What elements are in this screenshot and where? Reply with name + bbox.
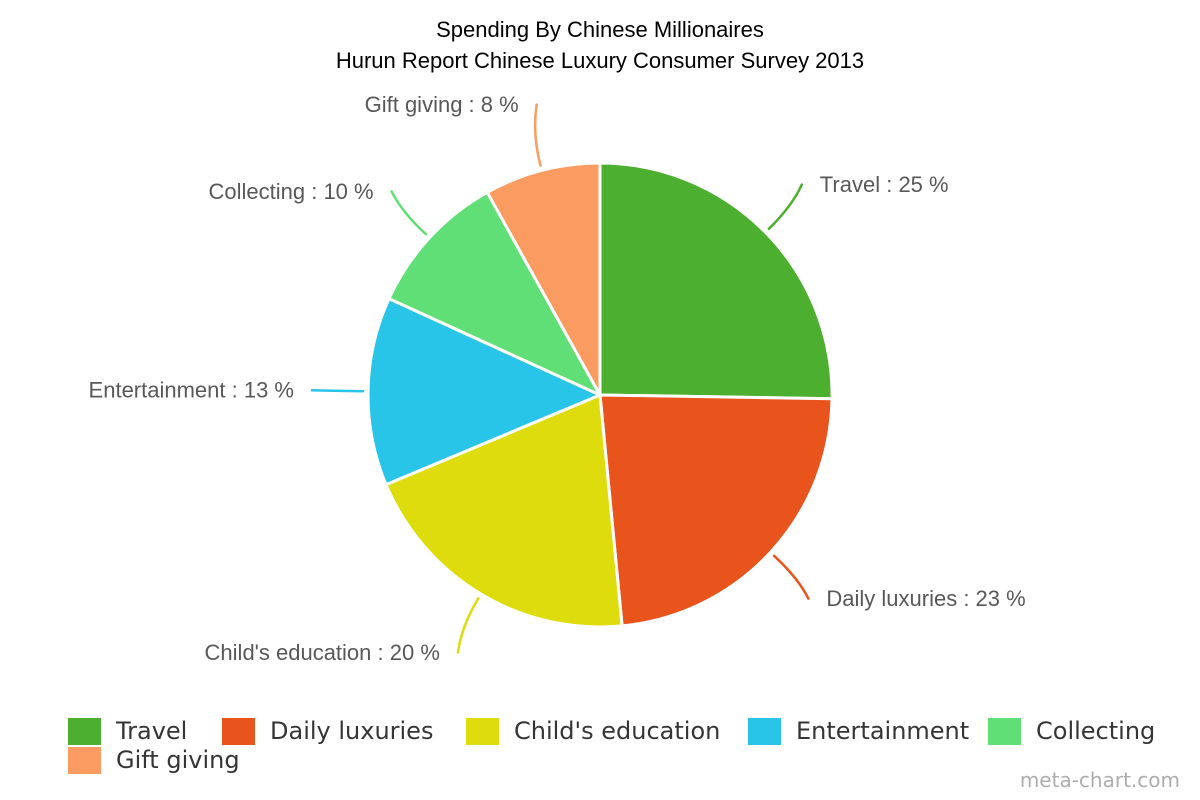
pie-slice-collecting bbox=[387, 190, 602, 397]
pie-slice-gift-giving bbox=[485, 161, 602, 397]
legend-swatch-child-s-education bbox=[466, 717, 499, 745]
leader-line-gift-giving bbox=[533, 103, 542, 167]
legend-swatch-entertainment bbox=[748, 717, 781, 745]
watermark: meta-chart.com bbox=[1019, 768, 1180, 792]
legend-swatch-gift-giving bbox=[68, 746, 101, 774]
leader-line-daily-luxuries bbox=[772, 554, 810, 600]
leader-line-collecting bbox=[390, 190, 428, 236]
slice-callout-child-s-education: Child's education : 20 % bbox=[205, 640, 440, 665]
slice-callout-daily-luxuries: Daily luxuries : 23 % bbox=[826, 586, 1025, 611]
legend-label-collecting: Collecting bbox=[1036, 717, 1156, 745]
chart-title: Spending By Chinese Millionaires bbox=[436, 17, 764, 42]
pie-slice-daily-luxuries bbox=[598, 393, 834, 628]
legend-label-daily-luxuries: Daily luxuries bbox=[270, 717, 434, 745]
leader-line-entertainment bbox=[310, 388, 365, 393]
chart-header: Spending By Chinese Millionaires Hurun R… bbox=[0, 14, 1200, 76]
legend-swatch-collecting bbox=[988, 717, 1021, 745]
legend-item-gift-giving: Gift giving bbox=[68, 746, 240, 774]
slice-callout-collecting: Collecting : 10 % bbox=[209, 179, 374, 204]
slice-callout-entertainment: Entertainment : 13 % bbox=[89, 378, 294, 403]
slice-callout-travel: Travel : 25 % bbox=[820, 172, 949, 197]
leader-line-travel bbox=[767, 183, 804, 231]
legend-label-travel: Travel bbox=[116, 717, 188, 745]
legend-item-entertainment: Entertainment bbox=[748, 717, 969, 745]
legend-label-entertainment: Entertainment bbox=[796, 717, 970, 745]
legend-swatch-daily-luxuries bbox=[222, 717, 255, 745]
legend-label-child-s-education: Child's education bbox=[514, 717, 721, 745]
legend-item-daily-luxuries: Daily luxuries bbox=[222, 717, 433, 745]
legend-label-gift-giving: Gift giving bbox=[116, 746, 240, 774]
pie-slice-travel bbox=[598, 161, 834, 401]
pie-slice-entertainment bbox=[366, 297, 602, 487]
chart-subtitle: Hurun Report Chinese Luxury Consumer Sur… bbox=[335, 48, 865, 73]
slice-callout-gift-giving: Gift giving : 8 % bbox=[365, 92, 519, 117]
pie-slice-child-s-education bbox=[384, 393, 624, 629]
legend-item-travel: Travel bbox=[68, 717, 187, 745]
legend-item-collecting: Collecting bbox=[988, 717, 1155, 745]
legend-item-child-s-education: Child's education bbox=[466, 717, 720, 745]
leader-line-child-s-education bbox=[456, 597, 480, 654]
legend-swatch-travel bbox=[68, 717, 101, 745]
